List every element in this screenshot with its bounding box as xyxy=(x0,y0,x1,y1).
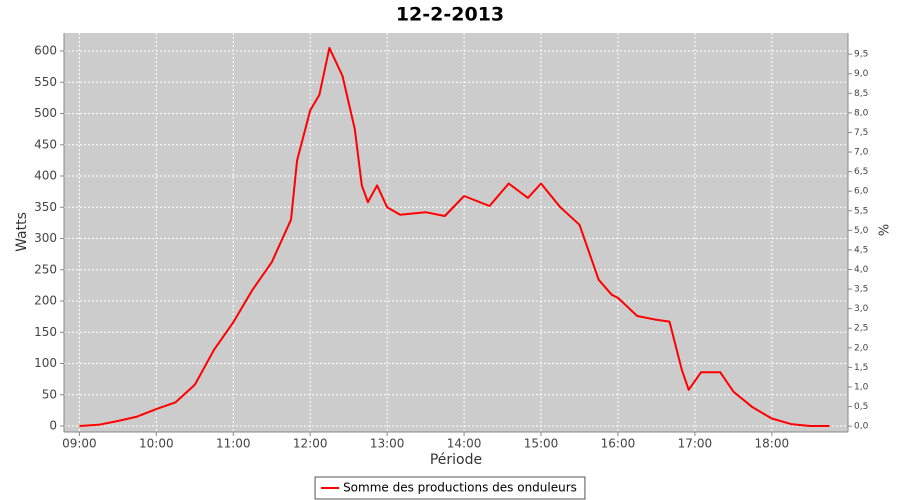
x-tick-label: 18:00 xyxy=(755,437,790,451)
y2-tick-label: 5,0 xyxy=(854,226,869,236)
y-tick-label: 200 xyxy=(34,294,57,308)
y-tick-label: 450 xyxy=(34,137,57,151)
y2-tick-label: 3,5 xyxy=(854,285,868,295)
y-axis-label: Watts xyxy=(14,212,30,252)
x-tick-label: 09:00 xyxy=(62,437,97,451)
y2-tick-label: 9,5 xyxy=(854,50,868,60)
y2-tick-label: 2,5 xyxy=(854,324,868,334)
y-tick-label: 400 xyxy=(34,169,57,183)
x-tick-label: 16:00 xyxy=(601,437,636,451)
y2-tick-label: 5,5 xyxy=(854,206,868,216)
y-tick-label: 250 xyxy=(34,262,57,276)
y2-tick-label: 4,0 xyxy=(854,265,869,275)
y2-tick-label: 9,0 xyxy=(854,69,869,79)
y2-tick-label: 6,0 xyxy=(854,187,869,197)
y2-tick-label: 8,5 xyxy=(854,89,868,99)
y2-tick-label: 7,0 xyxy=(854,148,869,158)
y-tick-label: 600 xyxy=(34,44,57,58)
y2-tick-label: 0,0 xyxy=(854,422,869,432)
y-tick-label: 0 xyxy=(49,419,57,433)
x-tick-label: 11:00 xyxy=(216,437,251,451)
legend-label: Somme des productions des onduleurs xyxy=(343,481,577,495)
y-tick-label: 300 xyxy=(34,231,57,245)
y2-tick-label: 7,5 xyxy=(854,128,868,138)
legend-box xyxy=(314,476,586,500)
y-tick-label: 500 xyxy=(34,106,57,120)
y-tick-label: 50 xyxy=(42,387,57,401)
y2-tick-label: 1,5 xyxy=(854,363,868,373)
y2-tick-label: 8,0 xyxy=(854,108,869,118)
y-tick-label: 100 xyxy=(34,356,57,370)
x-tick-label: 15:00 xyxy=(524,437,559,451)
y2-tick-label: 4,5 xyxy=(854,245,868,255)
x-tick-label: 10:00 xyxy=(139,437,174,451)
x-axis-label: Période xyxy=(430,452,482,468)
legend: Somme des productions des onduleurs xyxy=(314,476,586,500)
x-tick-label: 13:00 xyxy=(370,437,405,451)
y2-tick-label: 6,5 xyxy=(854,167,868,177)
y2-axis-label: % xyxy=(875,224,890,236)
series-line xyxy=(79,46,830,427)
x-tick-label: 14:00 xyxy=(447,437,482,451)
x-tick-label: 12:00 xyxy=(293,437,328,451)
chart-title: 12-2-2013 xyxy=(396,4,504,26)
x-tick-label: 17:00 xyxy=(678,437,713,451)
plot-area xyxy=(64,33,848,432)
y-tick-label: 350 xyxy=(34,200,57,214)
y2-tick-label: 3,0 xyxy=(854,304,869,314)
y-tick-label: 150 xyxy=(34,325,57,339)
y2-tick-label: 2,0 xyxy=(854,343,869,353)
y2-tick-label: 1,0 xyxy=(854,382,869,392)
y2-tick-label: 0,5 xyxy=(854,402,868,412)
y-tick-label: 550 xyxy=(34,75,57,89)
